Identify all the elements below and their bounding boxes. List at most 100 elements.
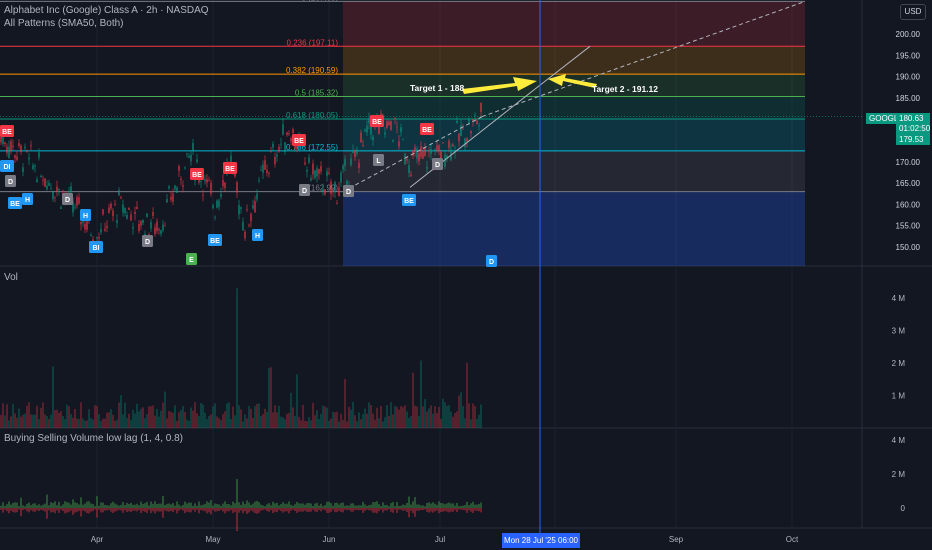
volume-bar [408,417,410,428]
pattern-badge: D [299,184,310,196]
candle-body [114,203,116,205]
volume-bar [450,411,452,428]
pattern-badge: D [343,185,354,197]
volume-bar [134,413,136,428]
volume-bar [166,418,168,428]
pattern-badge: D [486,255,497,267]
volume-bar [168,411,170,428]
volume-bar [74,408,76,428]
volume-bar [442,398,444,428]
candle-body [134,211,136,214]
volume-bar [414,405,416,428]
target1-arrow [462,77,537,94]
candle-body [388,121,390,126]
candle-body [22,167,24,173]
candle-body [310,178,312,181]
volume-bar [160,410,162,428]
candle-body [256,193,258,200]
volume-bar [138,411,140,428]
candle-body [404,153,406,165]
volume-bar [386,405,388,428]
indicator-title[interactable]: All Patterns (SMA50, Both) [4,18,124,29]
candle-body [184,167,186,169]
symbol-title[interactable]: Alphabet Inc (Google) Class A · 2h · NAS… [4,5,209,16]
volume-bar [150,406,152,428]
fib-zone [343,46,805,75]
volume-bar [120,395,122,428]
volume-bar [348,406,350,428]
pattern-badge: BI [89,241,103,253]
volume-bar [362,414,364,428]
candle-body [52,191,54,200]
candle-body [342,165,344,170]
bsv-pane-label[interactable]: Buying Selling Volume low lag (1, 4, 0.8… [4,433,183,444]
pattern-badge-label: BE [192,172,202,179]
candle-body [436,145,438,151]
volume-bar [152,405,154,428]
candle-body [332,191,334,193]
volume-bar [470,419,472,428]
candle-body [172,193,174,202]
candle-body [18,142,20,146]
volume-bar [66,404,68,428]
volume-bar [476,419,478,428]
volume-bar [290,392,292,428]
candle-body [210,182,212,194]
candle-body [76,197,78,206]
volume-bar [336,411,338,428]
candle-body [86,221,88,230]
volume-bar [190,407,192,428]
volume-bar [342,419,344,428]
volume-bar [372,413,374,428]
volume-bar [452,416,454,428]
volume-bar [440,418,442,428]
volume-bar [178,412,180,428]
volume-bar [292,407,294,428]
volume-bar [274,405,276,428]
volume-bar [400,406,402,428]
candle-body [328,172,330,174]
candle-body [398,141,400,147]
volume-bar [332,411,334,428]
volume-bar [82,418,84,428]
pattern-badge: H [80,209,91,221]
candle-body [478,125,480,127]
volume-bar [80,402,82,428]
volume-pane-label[interactable]: Vol [4,272,18,283]
candle-body [438,145,440,152]
candle-body [396,126,398,128]
candle-body [252,205,254,209]
candle-body [100,229,102,233]
candle-body [244,231,246,239]
candle-body [308,157,310,163]
candle-body [116,220,118,224]
volume-bar [444,402,446,428]
volume-bar [250,408,252,428]
candle-body [110,203,112,209]
price-tick: 150.00 [896,243,921,252]
currency-button[interactable]: USD [900,4,926,20]
price-axis-bg [862,0,932,550]
candle-body [282,124,284,135]
volume-bar [446,405,448,428]
volume-bar [324,406,326,428]
pattern-badge-label: D [8,179,13,186]
volume-bar [52,366,54,428]
candle-body [158,228,160,231]
candle-body [272,143,274,148]
volume-bar [300,420,302,428]
volume-bar [146,414,148,428]
candle-body [56,186,58,192]
volume-bar [462,405,464,428]
candle-body [338,187,340,197]
target2-label: Target 2 - 191.12 [592,84,658,94]
pattern-badge-label: BI [93,245,100,252]
candle-body [200,181,202,182]
volume-bar [236,288,238,428]
volume-bar [158,416,160,428]
volume-bar [428,408,430,428]
volume-bar [398,409,400,428]
volume-bar [278,405,280,428]
